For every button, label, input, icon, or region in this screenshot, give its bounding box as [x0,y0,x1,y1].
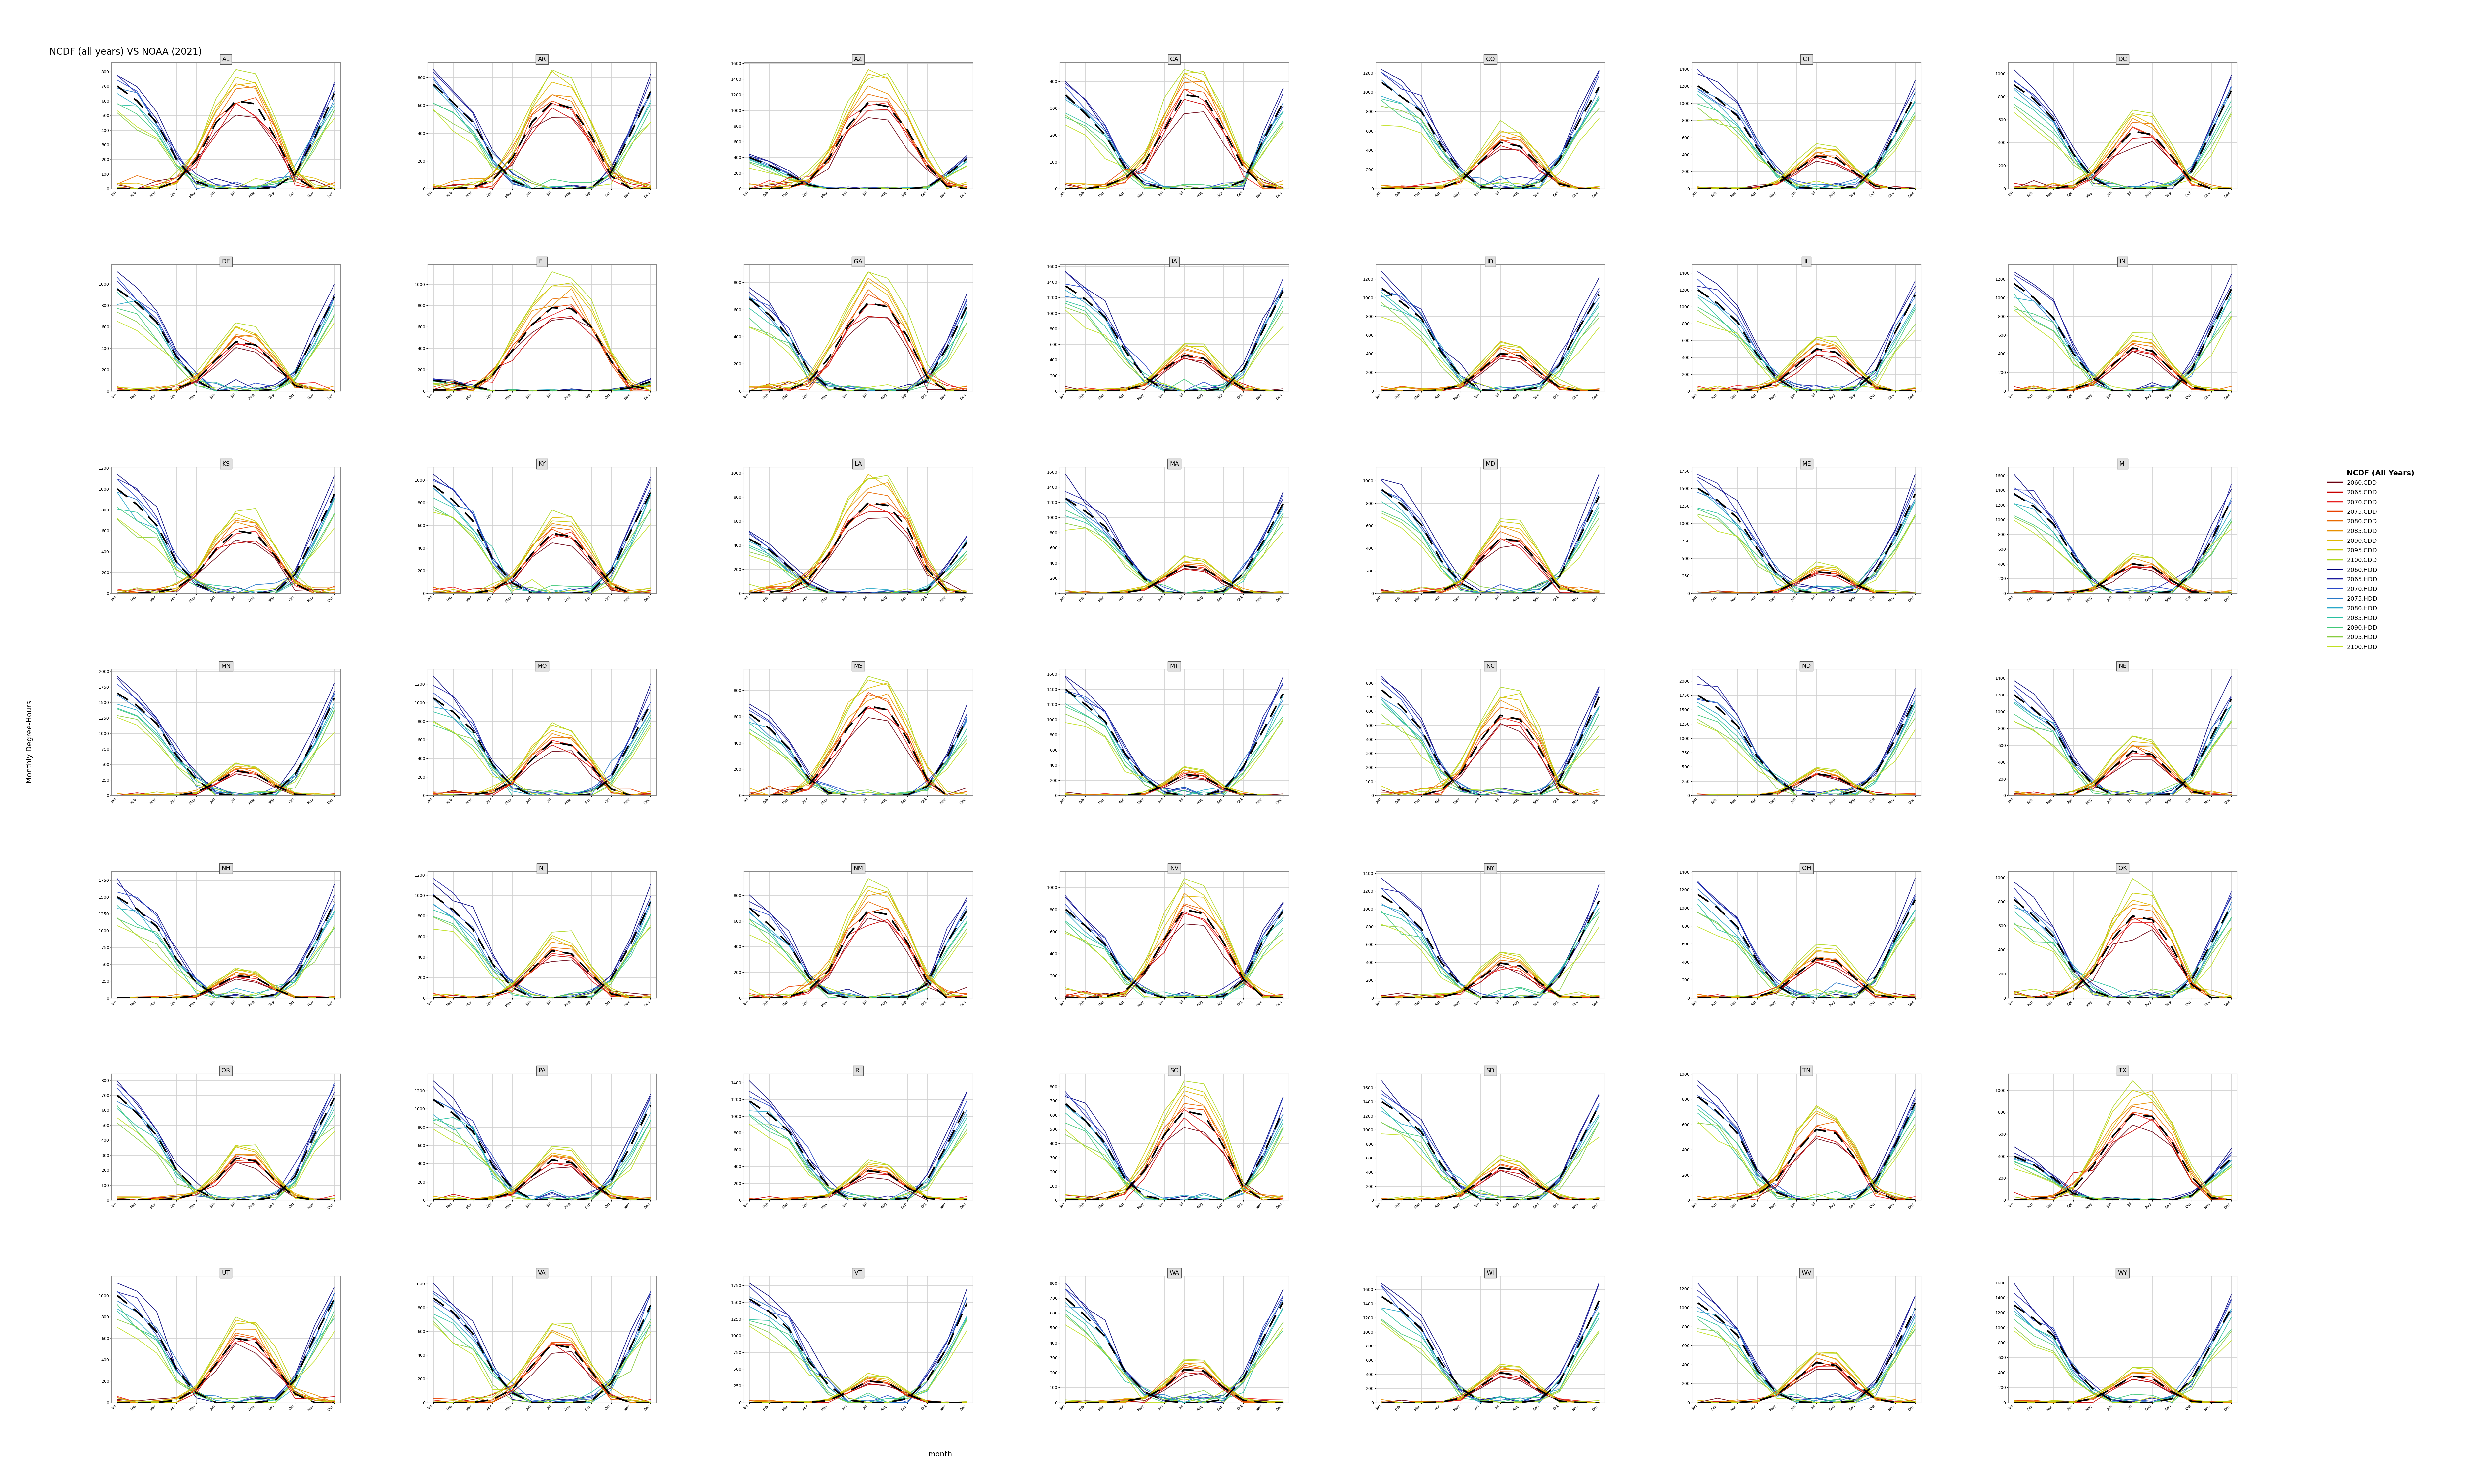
Title: MA: MA [1170,462,1178,467]
Title: ID: ID [1487,258,1494,264]
Title: WA: WA [1170,1270,1180,1276]
Text: month: month [928,1451,952,1457]
Text: Monthly Degree-Hours: Monthly Degree-Hours [27,700,32,784]
Title: MI: MI [2120,462,2125,467]
Title: MD: MD [1484,462,1494,467]
Title: PA: PA [539,1068,547,1074]
Title: SD: SD [1487,1068,1494,1074]
Title: CO: CO [1487,56,1494,62]
Title: AZ: AZ [854,56,861,62]
Title: WY: WY [2118,1270,2128,1276]
Title: TX: TX [2118,1068,2128,1074]
Title: NJ: NJ [539,865,544,871]
Title: GA: GA [854,258,863,264]
Title: OH: OH [1801,865,1811,871]
Title: DC: DC [2118,56,2128,62]
Title: IN: IN [2120,258,2125,264]
Title: NH: NH [220,865,230,871]
Title: AL: AL [223,56,230,62]
Title: MN: MN [220,663,230,669]
Title: OK: OK [2118,865,2128,871]
Title: AR: AR [537,56,547,62]
Title: NV: NV [1170,865,1178,871]
Title: IL: IL [1804,258,1808,264]
Title: TN: TN [1804,1068,1811,1074]
Title: FL: FL [539,258,544,264]
Title: IA: IA [1170,258,1178,264]
Title: MS: MS [854,663,863,669]
Legend: NCDF (All Years), 2060.CDD, 2065.CDD, 2070.CDD, 2075.CDD, 2080.CDD, 2085.CDD, 20: NCDF (All Years), 2060.CDD, 2065.CDD, 20… [2328,470,2415,650]
Title: ME: ME [1801,462,1811,467]
Title: CA: CA [1170,56,1178,62]
Title: KY: KY [539,462,547,467]
Title: NY: NY [1487,865,1494,871]
Title: WV: WV [1801,1270,1811,1276]
Title: NM: NM [854,865,863,871]
Title: CT: CT [1804,56,1811,62]
Title: OR: OR [223,1068,230,1074]
Title: NC: NC [1487,663,1494,669]
Title: SC: SC [1170,1068,1178,1074]
Title: ND: ND [1801,663,1811,669]
Text: NCDF (all years) VS NOAA (2021): NCDF (all years) VS NOAA (2021) [49,47,203,56]
Title: VT: VT [854,1270,861,1276]
Title: DE: DE [223,258,230,264]
Title: RI: RI [856,1068,861,1074]
Title: LA: LA [854,462,861,467]
Title: UT: UT [223,1270,230,1276]
Title: VA: VA [537,1270,547,1276]
Title: MT: MT [1170,663,1178,669]
Title: KS: KS [223,462,230,467]
Title: WI: WI [1487,1270,1494,1276]
Title: NE: NE [2118,663,2128,669]
Title: MO: MO [537,663,547,669]
